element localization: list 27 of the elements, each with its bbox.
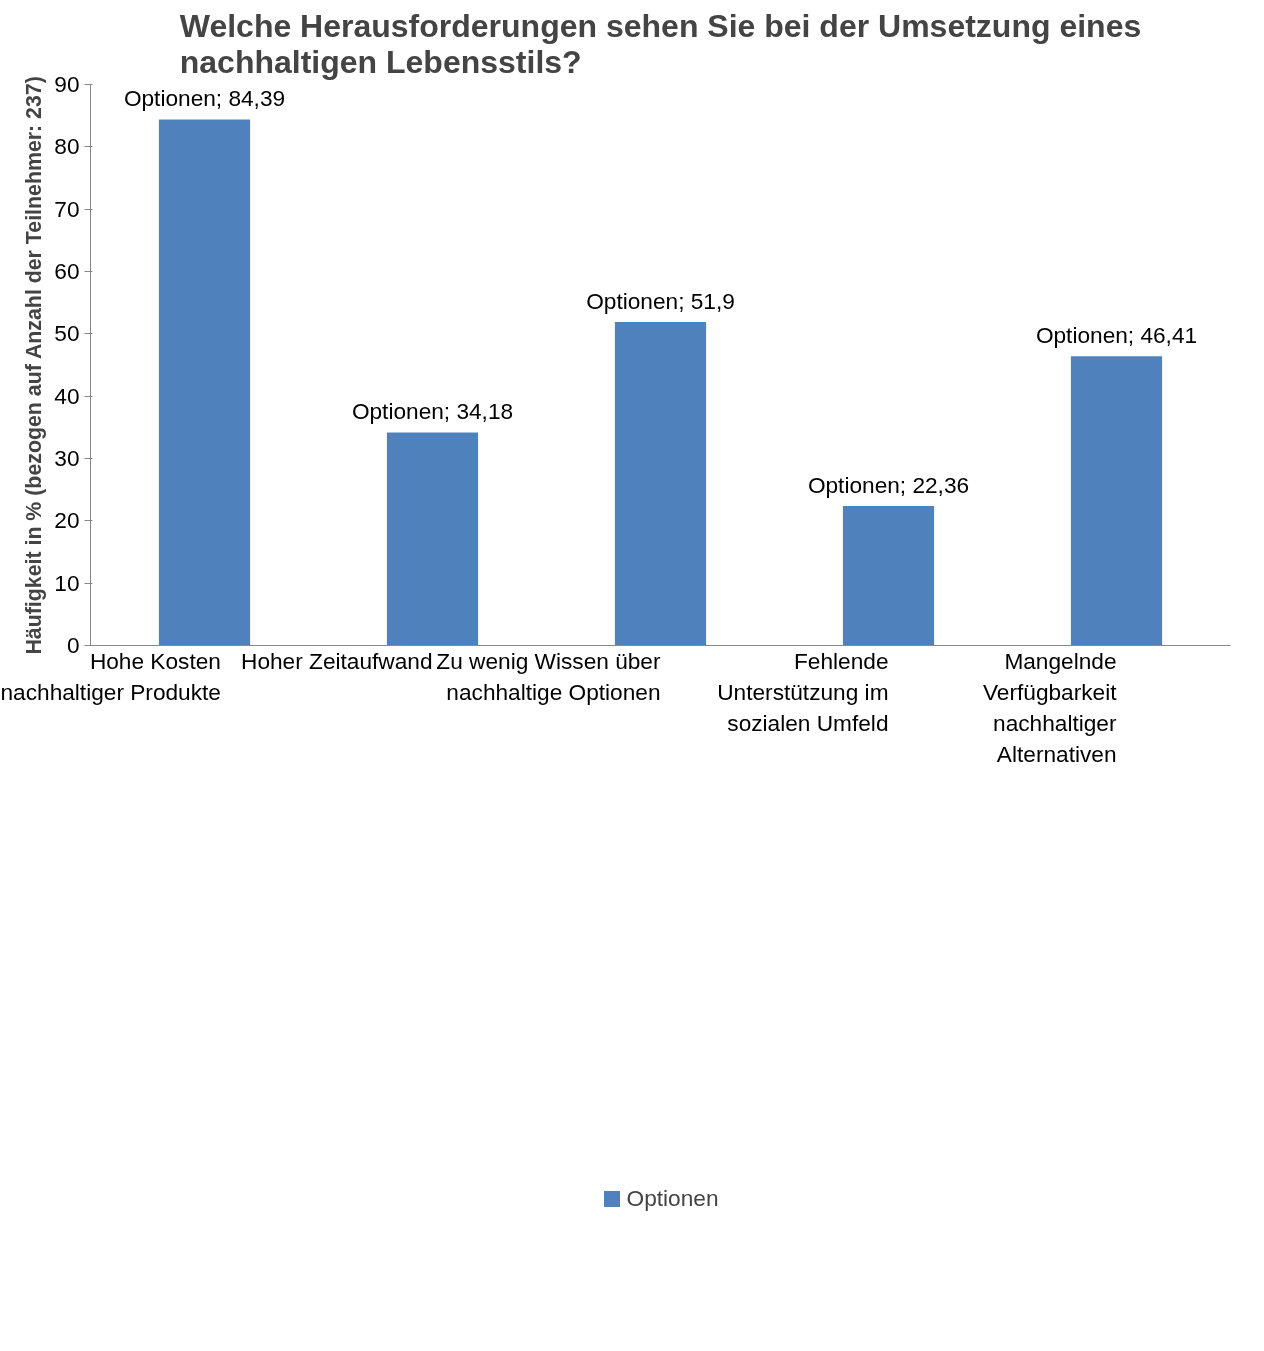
y-tick-label: 60 (54, 258, 80, 284)
y-tick-label: 30 (54, 445, 80, 471)
bar (1070, 356, 1163, 646)
y-tick-label: 10 (54, 569, 80, 596)
bar (842, 506, 935, 646)
data-label: Optionen; 22,36 (807, 472, 970, 499)
chart-title: Welche Herausforderungen sehen Sie bei der Umsetzung eines nachhaltigen Lebensstils? (179, 7, 1142, 80)
legend-label: Optionen (626, 1184, 719, 1212)
y-tick-label: 80 (54, 133, 80, 160)
y-tick-label: 40 (54, 382, 80, 409)
data-label: Optionen; 46,41 (1035, 322, 1198, 349)
x-tick-label: Fehlende Unterstützung im sozialen Umfeld (717, 647, 889, 737)
x-tick-label: Zu wenig Wissen über nachhaltige Optionen (436, 647, 661, 705)
data-label: Optionen; 51,9 (586, 287, 735, 314)
y-tick-label: 20 (54, 507, 80, 534)
x-tick-label: Mangelnde Verfügbarkeit nachhaltiger Alternativen (983, 647, 1118, 768)
bar (386, 432, 479, 646)
bar (158, 119, 251, 646)
y-tick-label: 50 (54, 320, 80, 347)
data-label: Optionen; 84,39 (123, 85, 286, 112)
y-tick-label: 0 (66, 632, 80, 658)
bar (614, 321, 707, 646)
data-label: Optionen; 34,18 (351, 398, 514, 425)
y-tick-label: 90 (54, 71, 80, 97)
y-tick-label: 70 (54, 195, 80, 222)
x-tick-label: Hoher Zeitaufwand (241, 647, 433, 674)
y-axis-title: Häufigkeit in % (bezogen auf Anzahl der Teilnehmer: 237) (22, 76, 47, 655)
